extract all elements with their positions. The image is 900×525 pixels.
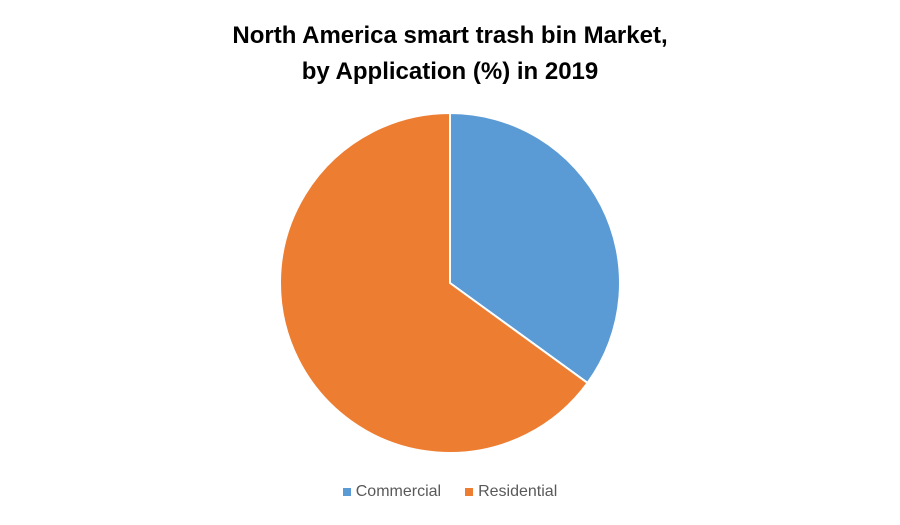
legend-label-residential: Residential xyxy=(478,483,558,500)
pie-slice-residential xyxy=(279,112,589,454)
legend-label-commercial: Commercial xyxy=(355,483,442,500)
chart-legend: Commercial Residential xyxy=(0,483,900,501)
legend-item-commercial: Commercial xyxy=(342,483,442,501)
legend-swatch-commercial xyxy=(342,488,351,496)
legend-swatch-residential xyxy=(465,488,474,496)
chart-title-line-1: North America smart trash bin Market, xyxy=(232,22,668,49)
pie-slice-commercial xyxy=(449,112,621,384)
legend-item-residential: Residential xyxy=(465,483,557,501)
chart-title: North America smart trash bin Market, by… xyxy=(0,18,900,90)
chart-title-line-2: by Application (%) in 2019 xyxy=(301,58,599,85)
